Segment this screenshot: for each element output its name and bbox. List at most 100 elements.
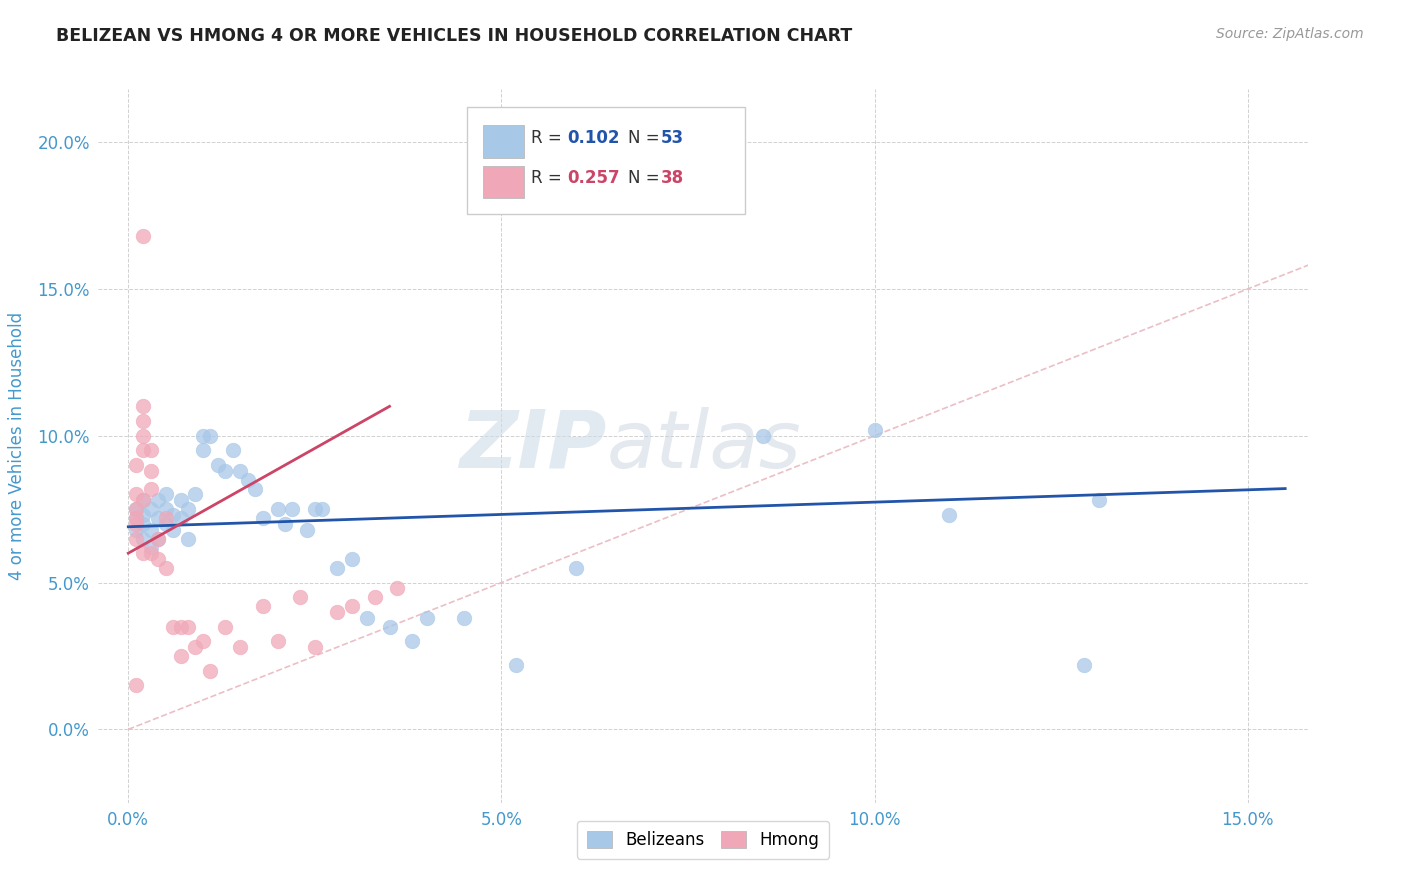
Point	[274, 516, 297, 531]
Point	[751, 428, 773, 442]
Point	[162, 619, 184, 633]
Point	[311, 502, 333, 516]
Text: BELIZEAN VS HMONG 4 OR MORE VEHICLES IN HOUSEHOLD CORRELATION CHART: BELIZEAN VS HMONG 4 OR MORE VEHICLES IN …	[56, 27, 852, 45]
Point	[191, 443, 214, 458]
Point	[132, 400, 155, 414]
Text: R =: R =	[531, 169, 567, 187]
Text: N =: N =	[628, 128, 665, 146]
Point	[125, 458, 148, 472]
Point	[132, 508, 155, 522]
Point	[266, 634, 288, 648]
Text: R =: R =	[531, 128, 567, 146]
Point	[252, 599, 274, 613]
Point	[252, 511, 274, 525]
Point	[505, 657, 527, 672]
Point	[169, 511, 191, 525]
Point	[146, 493, 169, 508]
Point	[378, 619, 401, 633]
Point	[304, 502, 326, 516]
Point	[938, 508, 960, 522]
Text: atlas: atlas	[606, 407, 801, 485]
Point	[385, 582, 408, 596]
Point	[863, 423, 886, 437]
Point	[139, 523, 162, 537]
Text: Source: ZipAtlas.com: Source: ZipAtlas.com	[1216, 27, 1364, 41]
Point	[288, 591, 311, 605]
Point	[229, 464, 252, 478]
Point	[139, 541, 162, 555]
Point	[214, 619, 236, 633]
Point	[139, 464, 162, 478]
Point	[125, 511, 148, 525]
Text: 0.102: 0.102	[568, 128, 620, 146]
Point	[200, 664, 222, 678]
Text: N =: N =	[628, 169, 665, 187]
Point	[132, 443, 155, 458]
Point	[155, 502, 177, 516]
Point	[139, 482, 162, 496]
Point	[125, 487, 148, 501]
Point	[191, 428, 214, 442]
Point	[139, 546, 162, 560]
Point	[139, 443, 162, 458]
Point	[297, 523, 319, 537]
Point	[155, 561, 177, 575]
Point	[363, 591, 385, 605]
Point	[146, 532, 169, 546]
Point	[125, 502, 148, 516]
Point	[243, 482, 266, 496]
Point	[416, 611, 439, 625]
Point	[132, 229, 155, 244]
Point	[162, 508, 184, 522]
Point	[184, 487, 207, 501]
Point	[200, 428, 222, 442]
Point	[236, 473, 259, 487]
Point	[207, 458, 229, 472]
Point	[177, 619, 200, 633]
Point	[139, 502, 162, 516]
Point	[214, 464, 236, 478]
Point	[146, 532, 169, 546]
Point	[184, 640, 207, 655]
FancyBboxPatch shape	[467, 107, 745, 214]
Point	[565, 561, 588, 575]
FancyBboxPatch shape	[482, 166, 524, 198]
Point	[125, 523, 148, 537]
Point	[229, 640, 252, 655]
Point	[125, 678, 148, 692]
Point	[340, 599, 363, 613]
Text: 53: 53	[661, 128, 683, 146]
Point	[132, 546, 155, 560]
Point	[125, 532, 148, 546]
Point	[326, 605, 349, 619]
Point	[401, 634, 423, 648]
Point	[326, 561, 349, 575]
Point	[169, 619, 191, 633]
Text: 0.257: 0.257	[568, 169, 620, 187]
Point	[162, 523, 184, 537]
Point	[125, 511, 148, 525]
Point	[1073, 657, 1095, 672]
Point	[146, 552, 169, 566]
Point	[155, 487, 177, 501]
Point	[132, 414, 155, 428]
Point	[146, 511, 169, 525]
Point	[132, 493, 155, 508]
Point	[356, 611, 378, 625]
Point	[177, 532, 200, 546]
Y-axis label: 4 or more Vehicles in Household: 4 or more Vehicles in Household	[8, 312, 27, 580]
FancyBboxPatch shape	[482, 125, 524, 158]
Point	[125, 502, 148, 516]
Point	[191, 634, 214, 648]
Point	[340, 552, 363, 566]
Point	[132, 532, 155, 546]
Point	[155, 516, 177, 531]
Point	[281, 502, 304, 516]
Point	[222, 443, 245, 458]
Point	[132, 493, 155, 508]
Point	[304, 640, 326, 655]
Point	[266, 502, 288, 516]
Point	[169, 493, 191, 508]
Point	[177, 502, 200, 516]
Point	[1087, 493, 1109, 508]
